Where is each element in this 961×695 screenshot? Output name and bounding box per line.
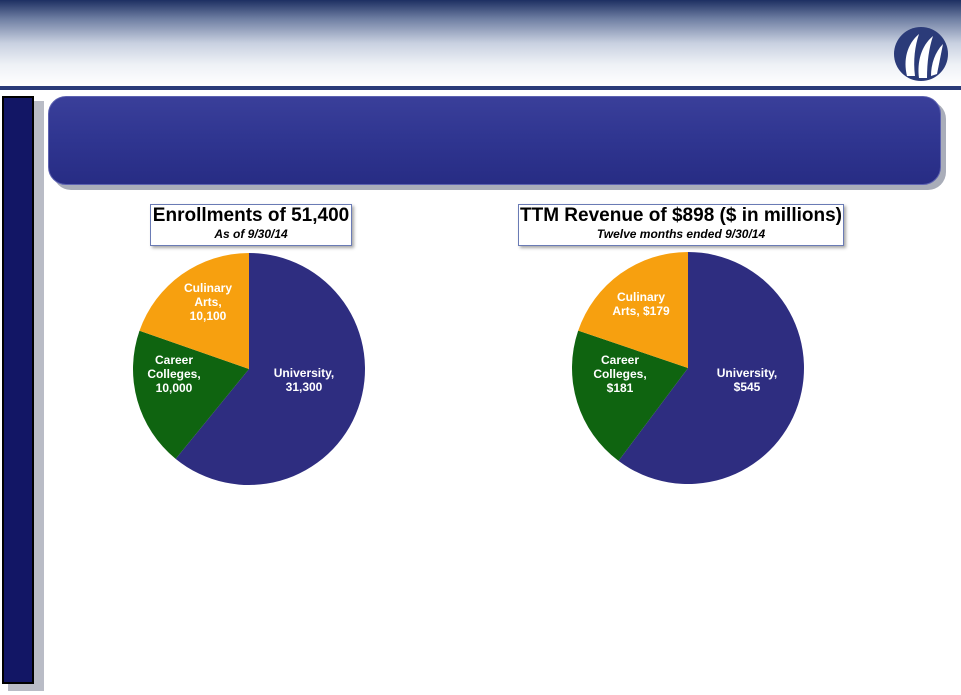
pie-slice-culinary-arts — [578, 252, 688, 368]
slice-label-culinary-arts: Culinary Arts, $179 — [612, 290, 670, 318]
slice-label-line: University, — [274, 366, 334, 380]
slice-label-line: Colleges, — [593, 367, 646, 381]
slice-label-career-colleges: Career Colleges, $181 — [593, 353, 646, 395]
slice-label-line: 31,300 — [286, 380, 323, 394]
slice-label-line: Arts, — [194, 295, 221, 309]
enrollments-chart-title: Enrollments of 51,400 — [152, 205, 350, 226]
slice-label-line: Career — [155, 353, 193, 367]
enrollments-title-box: Enrollments of 51,400 As of 9/30/14 — [150, 204, 352, 246]
enrollments-chart-subtitle: As of 9/30/14 — [214, 227, 288, 241]
header-divider — [0, 86, 961, 90]
enrollments-pie-chart: University, 31,300 Career Colleges, 10,000 Cu… — [133, 253, 365, 485]
slice-label-university: University, 31,300 — [274, 366, 334, 394]
pie-slice-university — [618, 252, 804, 484]
slice-label-line: Colleges, — [147, 367, 200, 381]
pie-slice-career-colleges — [133, 330, 249, 459]
pie-slice-career-colleges — [572, 330, 688, 461]
revenue-pie-chart: University, $545 Career Colleges, $181 Culina… — [572, 252, 804, 484]
slice-label-line: Arts, $179 — [612, 304, 670, 318]
slice-label-university: University, $545 — [717, 366, 777, 394]
slice-label-line: $545 — [734, 380, 761, 394]
slice-label-line: Career — [601, 353, 639, 367]
slice-label-line: 10,000 — [156, 381, 193, 395]
slice-label-line: Culinary — [617, 290, 665, 304]
pie-slice-university — [175, 253, 365, 485]
header-bar — [0, 0, 961, 86]
revenue-chart-subtitle: Twelve months ended 9/30/14 — [596, 227, 766, 241]
revenue-chart-title: TTM Revenue of $898 ($ in millions) — [519, 205, 842, 226]
sidebar-bar — [2, 96, 34, 684]
slice-label-culinary-arts: Culinary Arts, 10,100 — [184, 281, 232, 323]
company-logo-icon — [894, 27, 948, 81]
slice-label-line: 10,100 — [190, 309, 227, 323]
pie-slice-culinary-arts — [139, 253, 249, 369]
slice-label-career-colleges: Career Colleges, 10,000 — [147, 353, 200, 395]
revenue-title-box: TTM Revenue of $898 ($ in millions) Twel… — [518, 204, 844, 246]
slice-label-line: $181 — [607, 381, 634, 395]
slice-label-line: University, — [717, 366, 777, 380]
title-banner — [48, 96, 941, 185]
slice-label-line: Culinary — [184, 281, 232, 295]
